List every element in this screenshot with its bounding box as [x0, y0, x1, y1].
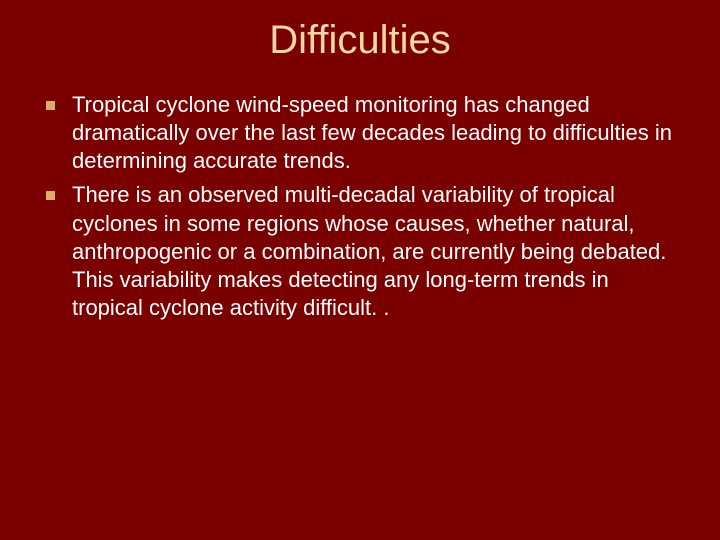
slide-title: Difficulties — [44, 18, 676, 63]
bullet-text: Tropical cyclone wind-speed monitoring h… — [72, 92, 672, 173]
list-item: Tropical cyclone wind-speed monitoring h… — [44, 91, 676, 175]
slide: Difficulties Tropical cyclone wind-speed… — [0, 0, 720, 540]
square-bullet-icon — [46, 191, 55, 200]
list-item: There is an observed multi-decadal varia… — [44, 181, 676, 322]
square-bullet-icon — [46, 101, 55, 110]
bullet-list: Tropical cyclone wind-speed monitoring h… — [44, 91, 676, 322]
bullet-text: There is an observed multi-decadal varia… — [72, 182, 666, 320]
